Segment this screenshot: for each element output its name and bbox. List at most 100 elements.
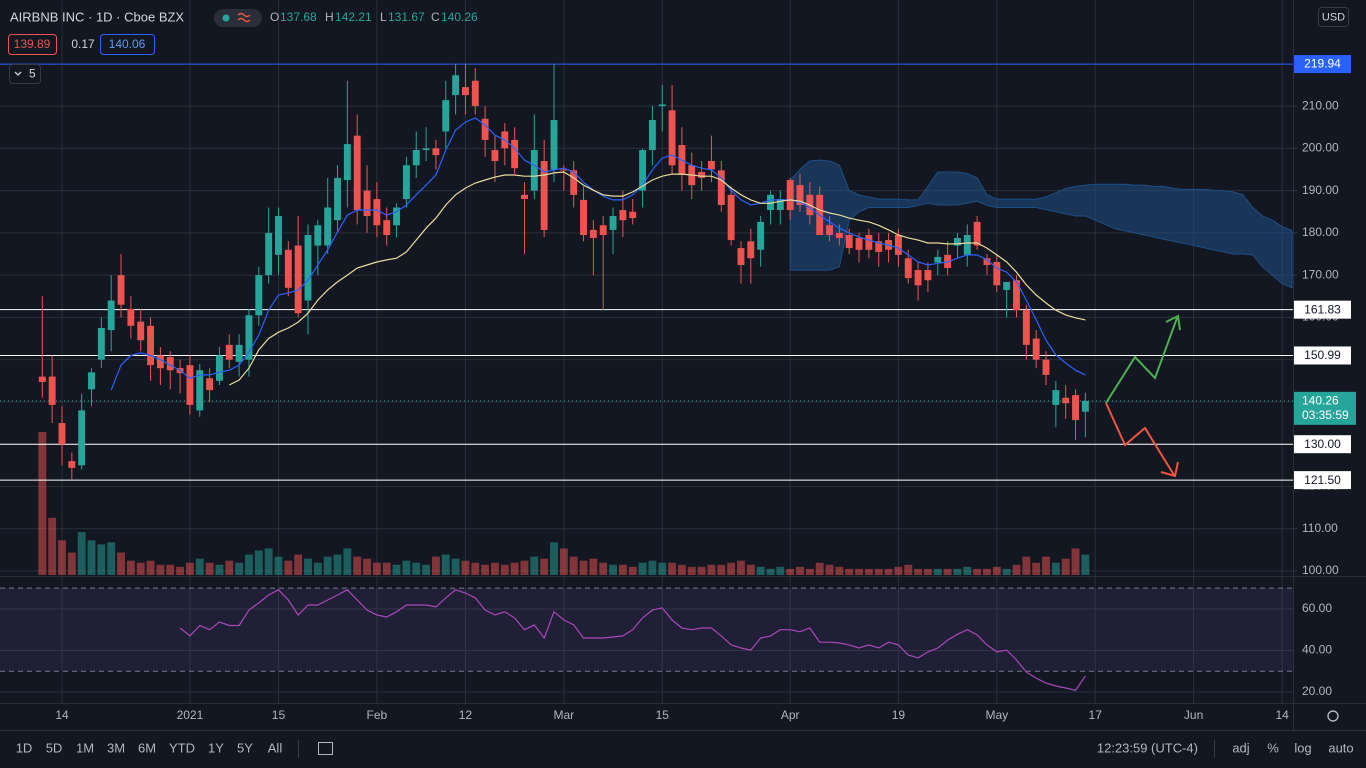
chart-title: AIRBNB INC · 1D · Cboe BZX xyxy=(10,9,184,24)
arrow-head xyxy=(1160,461,1179,478)
volume-bar xyxy=(796,566,804,575)
candle-body xyxy=(235,344,243,362)
range-button[interactable]: 6M xyxy=(138,740,156,755)
range-button[interactable]: YTD xyxy=(169,740,195,755)
range-button[interactable]: 3M xyxy=(107,740,125,755)
volume-bar xyxy=(923,568,932,575)
indicators-toggle[interactable] xyxy=(9,64,41,84)
settings-icon[interactable] xyxy=(1327,710,1339,722)
volume-bar xyxy=(166,564,175,575)
scale-option[interactable]: auto xyxy=(1328,740,1353,755)
volume-bar xyxy=(1022,556,1031,575)
cloud-layer xyxy=(789,159,1293,289)
candle-body xyxy=(471,80,479,107)
volume-bar xyxy=(628,566,637,575)
range-button[interactable]: All xyxy=(268,740,283,755)
candle-body xyxy=(78,410,86,466)
volume-bar xyxy=(97,544,106,575)
candle-body xyxy=(265,232,273,276)
volume-bar xyxy=(333,554,342,575)
candle-body xyxy=(58,423,66,445)
candle-body xyxy=(580,199,587,235)
volume-bar xyxy=(1051,562,1060,575)
level-label: 130.00 xyxy=(1304,437,1341,451)
volume-bar xyxy=(461,560,470,575)
candle-body xyxy=(619,210,627,221)
level-label-box xyxy=(1294,471,1351,490)
currency: USD xyxy=(1322,11,1345,23)
candle-body xyxy=(68,461,76,468)
volume-bar xyxy=(254,550,263,575)
x-tick-label: 12 xyxy=(459,708,473,722)
volume-bar xyxy=(471,562,480,575)
candle-body xyxy=(708,161,715,170)
drawn-up-arrow xyxy=(1105,317,1178,404)
candle-body xyxy=(88,372,95,390)
volume-bar xyxy=(215,564,224,575)
volume-bar xyxy=(815,562,824,575)
level-lines xyxy=(0,63,1293,481)
grid xyxy=(0,0,1293,703)
range-button[interactable]: 5Y xyxy=(237,740,253,755)
volume-bar xyxy=(304,558,312,575)
scale-option[interactable]: adj xyxy=(1232,740,1249,755)
volume-bar xyxy=(963,566,972,575)
volume-bar xyxy=(992,566,1001,575)
volume-bar xyxy=(146,560,155,575)
x-tick-label: Feb xyxy=(367,708,388,722)
candle-body xyxy=(393,207,401,226)
volume-bar xyxy=(569,556,578,575)
ask-box[interactable] xyxy=(100,34,155,55)
range-button[interactable]: 1M xyxy=(76,740,94,755)
candle-body xyxy=(609,215,617,230)
volume-bar xyxy=(343,548,352,575)
spread: 0.17 xyxy=(71,37,95,51)
level-label: 150.99 xyxy=(1304,348,1341,362)
status-pill[interactable] xyxy=(214,9,262,27)
candle-body xyxy=(491,150,499,162)
level-label: 161.83 xyxy=(1304,302,1341,316)
candle-body xyxy=(383,220,391,235)
scale-option[interactable]: log xyxy=(1294,740,1311,755)
volume-bar xyxy=(707,564,716,575)
volume-bar xyxy=(136,562,145,575)
x-tick-label: Mar xyxy=(554,708,575,722)
volume-bar xyxy=(402,560,411,575)
range-button[interactable]: 1Y xyxy=(208,740,224,755)
volume-bar xyxy=(195,558,204,575)
scale-option[interactable]: % xyxy=(1267,740,1279,755)
currency-box[interactable] xyxy=(1318,7,1349,27)
candle-body xyxy=(353,135,361,211)
candle-body xyxy=(1081,400,1089,412)
ohlc-key: O xyxy=(270,10,279,24)
candle-body xyxy=(324,207,332,246)
volume-bar xyxy=(658,562,667,575)
candle-body xyxy=(166,357,174,371)
candle-body xyxy=(294,245,302,314)
volume-bar xyxy=(953,568,962,575)
range-button[interactable]: 1D xyxy=(16,740,33,755)
x-tick-label: May xyxy=(985,708,1008,722)
candle-body xyxy=(225,344,233,360)
candle-body xyxy=(206,378,214,391)
ohlc-key: L xyxy=(380,10,387,24)
ichimoku-cloud xyxy=(789,159,1293,289)
date-range-icon[interactable] xyxy=(318,742,333,755)
volume-bar xyxy=(766,568,775,575)
candle-body xyxy=(402,165,410,200)
volume-bar xyxy=(77,532,86,575)
candle-body xyxy=(904,258,912,279)
candle-body xyxy=(452,75,460,96)
bid-box[interactable] xyxy=(8,34,57,55)
range-button[interactable]: 5D xyxy=(46,740,63,755)
candles xyxy=(38,63,1089,481)
candle-body xyxy=(855,237,863,250)
candle-body xyxy=(796,185,804,205)
volume-bar xyxy=(117,552,125,575)
volume-bar xyxy=(727,562,736,575)
candle-body xyxy=(343,144,351,181)
volume-bar xyxy=(697,566,706,575)
volume-bar xyxy=(599,562,608,575)
volume-bar xyxy=(372,562,381,575)
